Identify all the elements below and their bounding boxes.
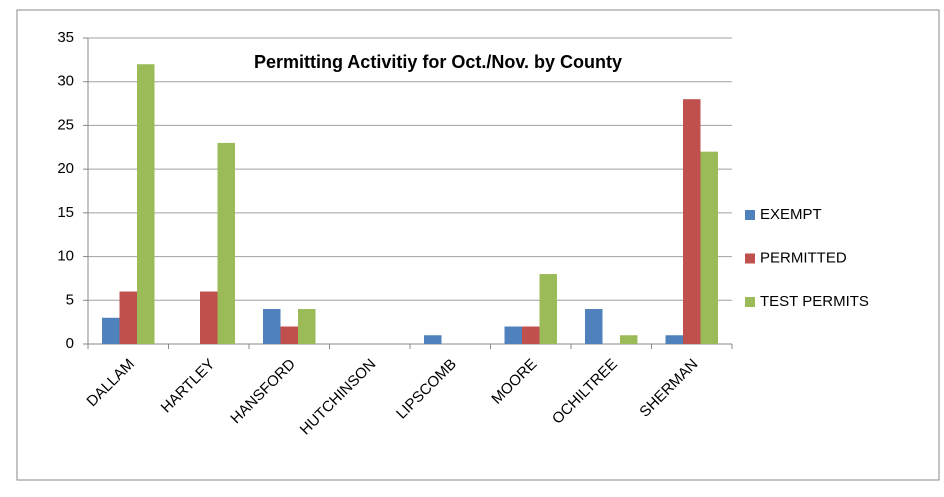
legend-label: PERMITTED	[760, 249, 847, 266]
y-tick-label: 20	[57, 160, 74, 177]
y-tick-label: 10	[57, 248, 74, 265]
y-tick-label: 15	[57, 204, 74, 221]
legend-swatch	[745, 210, 755, 220]
bar	[504, 326, 522, 344]
bar	[683, 99, 701, 344]
y-tick-label: 35	[57, 29, 74, 46]
chart-frame	[16, 9, 940, 481]
bar	[700, 151, 718, 344]
legend-swatch	[745, 253, 755, 264]
legend-swatch	[745, 297, 755, 307]
bar	[665, 335, 683, 344]
bar	[263, 309, 281, 344]
legend-label: EXEMPT	[760, 206, 822, 223]
bar	[522, 326, 540, 344]
bar	[298, 309, 316, 344]
bar	[102, 317, 120, 344]
bar	[585, 309, 603, 344]
bar	[280, 326, 298, 344]
chart-title: Permitting Activitiy for Oct./Nov. by Co…	[254, 52, 622, 72]
bar	[539, 274, 557, 344]
y-tick-label: 25	[57, 116, 74, 133]
bar	[119, 291, 137, 344]
legend-label: TEST PERMITS	[760, 293, 869, 310]
bar	[424, 335, 442, 344]
bar	[620, 335, 638, 344]
bar	[217, 142, 235, 344]
y-tick-label: 5	[66, 291, 74, 308]
bar	[137, 64, 155, 344]
y-tick-label: 30	[57, 73, 74, 90]
y-tick-label: 0	[66, 335, 74, 352]
bar	[200, 291, 218, 344]
